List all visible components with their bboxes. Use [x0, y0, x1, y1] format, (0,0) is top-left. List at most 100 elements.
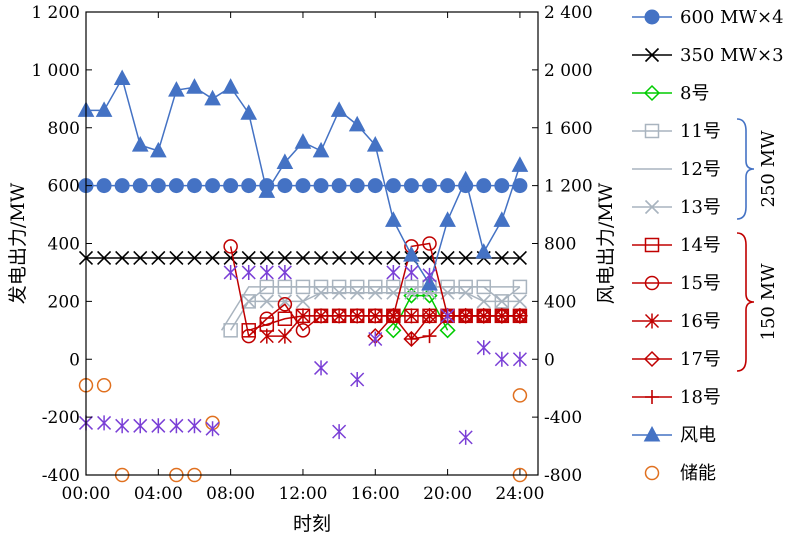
- data-point: [314, 360, 329, 376]
- data-point: [368, 285, 383, 300]
- data-point: [350, 250, 365, 266]
- data-point: [96, 378, 112, 393]
- y-left-tick-label: 1 000: [31, 61, 80, 81]
- series-layer: [77, 69, 529, 483]
- series-14: [78, 264, 527, 445]
- data-point: [277, 250, 292, 266]
- data-point: [476, 340, 491, 356]
- data-point: [205, 421, 220, 437]
- data-point: [350, 308, 365, 324]
- data-point: [440, 308, 455, 324]
- data-point: [187, 418, 202, 434]
- x-axis-title: 时刻: [293, 513, 331, 535]
- data-point: [368, 308, 383, 324]
- data-point: [241, 178, 257, 194]
- x-tick-label: 12:00: [278, 484, 327, 504]
- data-point: [241, 328, 256, 344]
- axes: 00:00 04:00 08:00 12:00 16:00 20:00 24:00 -400 -…: [7, 3, 617, 535]
- legend-label: 8号: [680, 83, 709, 104]
- data-point: [439, 322, 456, 339]
- legend-marker: [644, 275, 660, 291]
- data-point: [131, 136, 149, 152]
- y-left-tick-label: 0: [69, 350, 80, 370]
- data-point: [113, 69, 131, 86]
- data-point: [512, 351, 527, 367]
- data-point: [348, 115, 366, 132]
- brace-150-label: 150 MW: [758, 263, 779, 341]
- data-point: [277, 311, 293, 326]
- y-right-tick-label: 0: [544, 350, 555, 370]
- data-point: [439, 211, 456, 227]
- data-point: [223, 178, 239, 194]
- legend-label: 16号: [680, 311, 721, 332]
- data-point: [241, 264, 256, 280]
- legend-item: 15号: [632, 273, 721, 294]
- y-left-tick-label: 200: [48, 292, 80, 312]
- data-point: [169, 250, 184, 266]
- data-point: [95, 101, 113, 117]
- series-11: [404, 308, 527, 346]
- data-point: [367, 178, 383, 194]
- data-point: [295, 178, 311, 194]
- legend-item: 14号: [632, 235, 721, 256]
- data-point: [223, 323, 238, 338]
- data-point: [476, 294, 491, 309]
- y-left-tick-label: 1 200: [31, 3, 80, 23]
- legend-marker: [644, 199, 660, 215]
- legend-marker: [643, 84, 661, 102]
- data-point: [350, 372, 365, 388]
- data-point: [385, 178, 401, 194]
- y-left-tick-label: -200: [42, 408, 80, 428]
- x-tick-label: 08:00: [206, 484, 255, 504]
- legend-item: 风电: [632, 425, 716, 446]
- data-point: [276, 153, 294, 169]
- data-point: [403, 178, 419, 194]
- y-right-tick-label: -800: [544, 466, 582, 486]
- data-point: [404, 285, 419, 300]
- data-point: [421, 307, 438, 324]
- data-point: [458, 429, 473, 445]
- data-point: [241, 250, 256, 266]
- data-point: [494, 178, 510, 194]
- data-point: [312, 141, 330, 158]
- legend-item: 18号: [632, 387, 721, 408]
- data-point: [168, 81, 185, 97]
- legend: 600 MW×4 350 MW×3 8号 11号 12号 13号 14号 15号 16号 17号 1…: [632, 7, 784, 484]
- data-point: [385, 322, 402, 339]
- y-right-axis-title: 风电出力/MW: [595, 182, 617, 304]
- data-point: [277, 294, 292, 309]
- data-point: [331, 178, 347, 194]
- y-right-tick-label: 2 400: [544, 3, 593, 23]
- series-line: [220, 286, 520, 331]
- legend-item: 17号: [632, 349, 721, 370]
- data-point: [258, 182, 276, 198]
- data-point: [295, 323, 311, 338]
- data-point: [115, 250, 130, 266]
- data-point: [97, 250, 112, 266]
- data-point: [368, 331, 383, 347]
- data-point: [295, 294, 311, 309]
- series-1: [78, 178, 528, 194]
- y-right-tick-label: 800: [544, 235, 576, 255]
- y-right-tick-label: 400: [544, 292, 576, 312]
- data-point: [114, 178, 130, 194]
- data-point: [223, 250, 238, 266]
- data-point: [385, 211, 402, 227]
- legend-label: 13号: [680, 197, 721, 218]
- data-point: [404, 331, 419, 346]
- data-point: [493, 211, 511, 227]
- y-left-axis-title: 发电出力/MW: [7, 182, 29, 304]
- legend-label: 600 MW×4: [680, 7, 784, 28]
- data-point: [223, 264, 238, 280]
- data-point: [332, 285, 347, 300]
- data-point: [332, 308, 347, 324]
- legend-marker: [644, 465, 660, 481]
- data-point: [241, 294, 256, 309]
- data-point: [494, 294, 509, 309]
- data-point: [494, 250, 509, 266]
- legend-marker: [644, 123, 660, 139]
- legend-label: 18号: [680, 387, 721, 408]
- data-point: [386, 264, 401, 280]
- data-point: [458, 250, 473, 266]
- data-point: [277, 297, 293, 312]
